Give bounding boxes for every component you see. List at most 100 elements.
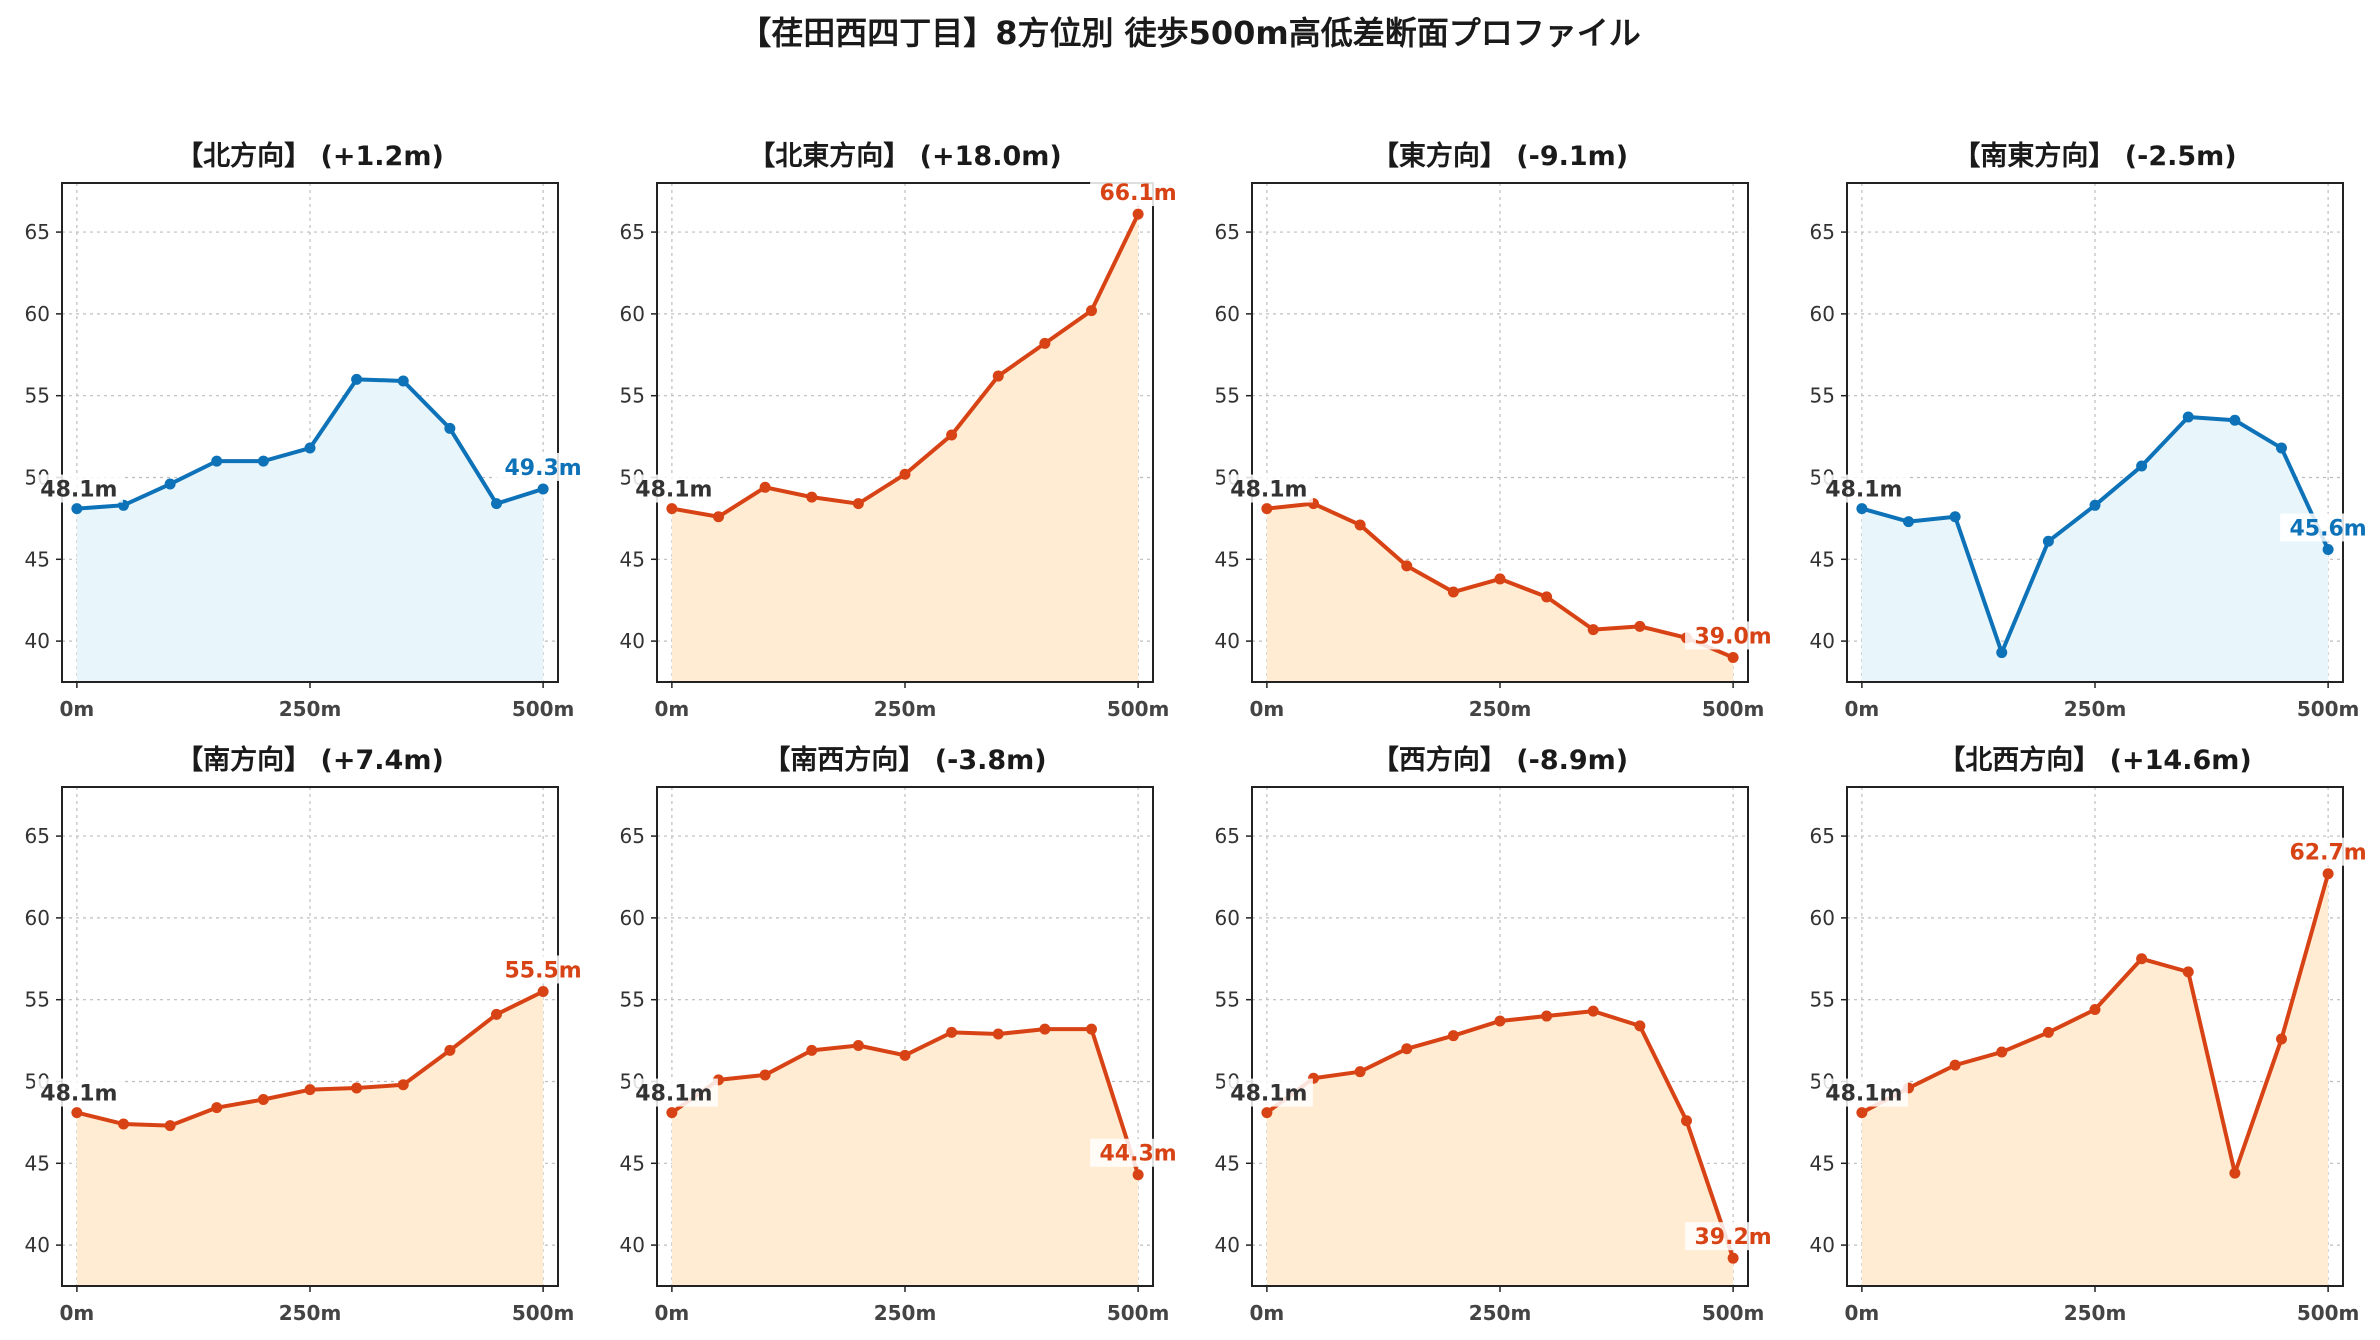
chart-3-xtick-500: 500m bbox=[1702, 697, 1765, 721]
chart-6-point-350 bbox=[992, 1028, 1004, 1040]
chart-8-start-label-bg bbox=[1819, 1078, 1908, 1107]
chart-2-point-400 bbox=[1039, 337, 1051, 349]
chart-6-point-300 bbox=[946, 1026, 958, 1038]
chart-7-xtick-250: 250m bbox=[1469, 1301, 1532, 1325]
chart-6-xtick-0: 0m bbox=[654, 1301, 689, 1325]
chart-4-point-50 bbox=[1903, 516, 1915, 528]
chart-3-ytick-45: 45 bbox=[1215, 547, 1240, 571]
chart-7-xtick-0: 0m bbox=[1249, 1301, 1284, 1325]
chart-2-xtick-500: 500m bbox=[1107, 697, 1170, 721]
chart-3-end-label: 39.0m bbox=[1695, 624, 1772, 649]
chart-3-xtick-250: 250m bbox=[1469, 697, 1532, 721]
chart-6-point-0 bbox=[666, 1107, 678, 1119]
chart-2-end-label-bg bbox=[1090, 178, 1187, 207]
chart-5-ytick-65: 65 bbox=[25, 824, 50, 848]
chart-7-point-500 bbox=[1727, 1252, 1739, 1264]
chart-7-point-400 bbox=[1634, 1020, 1646, 1032]
chart-1-ytick-55: 55 bbox=[25, 384, 50, 408]
chart-3-title: 【東方向】 (-9.1m) bbox=[1372, 140, 1628, 172]
chart-2-point-350 bbox=[992, 370, 1004, 382]
chart-5-point-150 bbox=[211, 1102, 223, 1114]
chart-7-point-150 bbox=[1401, 1043, 1413, 1055]
chart-5-end-label-bg bbox=[495, 955, 592, 984]
chart-5-start-label: 48.1m bbox=[40, 1082, 117, 1107]
chart-7: 【西方向】 (-8.9m)4045505560650m250m500m48.1m… bbox=[1215, 744, 1782, 1325]
chart-2-ytick-40: 40 bbox=[620, 629, 645, 653]
chart-8-ytick-65: 65 bbox=[1810, 824, 1835, 848]
chart-7-xtick-500: 500m bbox=[1702, 1301, 1765, 1325]
chart-8-point-200 bbox=[2042, 1026, 2054, 1038]
chart-6-ytick-45: 45 bbox=[620, 1151, 645, 1175]
chart-4-start-label: 48.1m bbox=[1825, 478, 1902, 503]
chart-4-xtick-250: 250m bbox=[2064, 697, 2127, 721]
chart-8-point-400 bbox=[2229, 1167, 2241, 1179]
chart-2-point-250 bbox=[899, 468, 911, 480]
chart-1-point-350 bbox=[397, 375, 409, 387]
chart-4-point-150 bbox=[1996, 647, 2008, 659]
chart-6-xtick-500: 500m bbox=[1107, 1301, 1170, 1325]
chart-8-xtick-500: 500m bbox=[2297, 1301, 2360, 1325]
chart-5-ytick-60: 60 bbox=[25, 906, 50, 930]
chart-6-end-label-bg bbox=[1090, 1138, 1187, 1167]
chart-6-point-100 bbox=[759, 1069, 771, 1081]
chart-5-point-250 bbox=[304, 1084, 316, 1096]
chart-5-ytick-40: 40 bbox=[25, 1233, 50, 1257]
chart-5-point-400 bbox=[444, 1044, 456, 1056]
chart-6: 【南西方向】 (-3.8m)4045505560650m250m500m48.1… bbox=[620, 744, 1187, 1325]
chart-5-xtick-500: 500m bbox=[512, 1301, 575, 1325]
chart-5-point-50 bbox=[118, 1118, 130, 1130]
chart-2: 【北東方向】 (+18.0m)4045505560650m250m500m48.… bbox=[620, 140, 1187, 721]
chart-1-start-label-bg bbox=[34, 474, 123, 503]
chart-6-point-150 bbox=[806, 1044, 818, 1056]
chart-4-point-450 bbox=[2275, 442, 2287, 454]
chart-1-point-450 bbox=[490, 498, 502, 510]
chart-4-xtick-0: 0m bbox=[1844, 697, 1879, 721]
chart-8-point-300 bbox=[2136, 953, 2148, 965]
chart-3: 【東方向】 (-9.1m)4045505560650m250m500m48.1m… bbox=[1215, 140, 1782, 721]
chart-4-title: 【南東方向】 (-2.5m) bbox=[1953, 140, 2236, 172]
chart-1-point-250 bbox=[304, 442, 316, 454]
chart-2-point-150 bbox=[806, 491, 818, 503]
chart-1-ytick-65: 65 bbox=[25, 220, 50, 244]
chart-6-point-200 bbox=[852, 1039, 864, 1051]
chart-4-point-250 bbox=[2089, 499, 2101, 511]
chart-1-point-500 bbox=[537, 483, 549, 495]
chart-6-ytick-40: 40 bbox=[620, 1233, 645, 1257]
chart-8-area bbox=[1861, 873, 2329, 1286]
chart-8-point-0 bbox=[1856, 1107, 1868, 1119]
chart-8-xtick-0: 0m bbox=[1844, 1301, 1879, 1325]
chart-8-title: 【北西方向】 (+14.6m) bbox=[1938, 744, 2251, 776]
chart-8-start-label: 48.1m bbox=[1825, 1082, 1902, 1107]
chart-5-point-350 bbox=[397, 1079, 409, 1091]
chart-1-point-400 bbox=[444, 422, 456, 434]
chart-8-point-250 bbox=[2089, 1004, 2101, 1016]
chart-4-ytick-40: 40 bbox=[1810, 629, 1835, 653]
chart-6-start-label: 48.1m bbox=[635, 1082, 712, 1107]
chart-5-point-500 bbox=[537, 986, 549, 998]
chart-8-point-100 bbox=[1949, 1059, 1961, 1071]
chart-5-xtick-250: 250m bbox=[279, 1301, 342, 1325]
chart-2-ytick-60: 60 bbox=[620, 302, 645, 326]
chart-8-ytick-45: 45 bbox=[1810, 1151, 1835, 1175]
chart-2-xtick-0: 0m bbox=[654, 697, 689, 721]
chart-6-point-250 bbox=[899, 1049, 911, 1061]
chart-6-start-label-bg bbox=[629, 1078, 718, 1107]
chart-4-xtick-500: 500m bbox=[2297, 697, 2360, 721]
chart-2-point-450 bbox=[1085, 305, 1097, 317]
chart-4-ytick-45: 45 bbox=[1810, 547, 1835, 571]
chart-4-point-100 bbox=[1949, 511, 1961, 523]
chart-6-point-400 bbox=[1039, 1023, 1051, 1035]
chart-3-start-label: 48.1m bbox=[1230, 478, 1307, 503]
chart-7-point-300 bbox=[1541, 1010, 1553, 1022]
chart-3-ytick-40: 40 bbox=[1215, 629, 1240, 653]
chart-1-end-label-bg bbox=[495, 452, 592, 481]
chart-4-point-500 bbox=[2322, 543, 2334, 555]
chart-7-area bbox=[1266, 1011, 1734, 1286]
chart-1-ytick-60: 60 bbox=[25, 302, 50, 326]
chart-1-start-label: 48.1m bbox=[40, 478, 117, 503]
chart-7-end-label-bg bbox=[1685, 1222, 1782, 1251]
chart-4-area bbox=[1861, 416, 2329, 682]
chart-4-end-label-bg bbox=[2280, 513, 2377, 542]
chart-1-ytick-40: 40 bbox=[25, 629, 50, 653]
chart-2-point-50 bbox=[713, 511, 725, 523]
